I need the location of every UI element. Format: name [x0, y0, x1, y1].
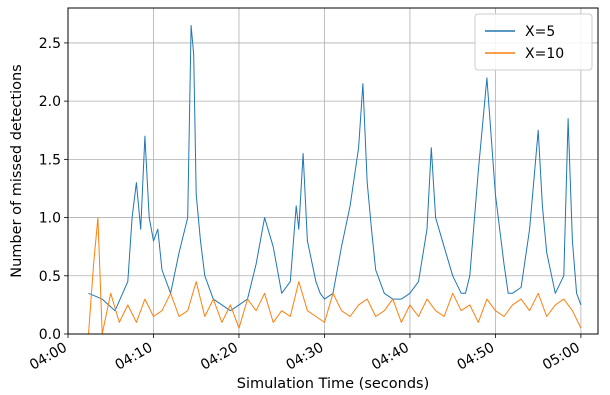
- y-axis-ticks: 0.0 0.5 1.0 1.5 2.0 2.5: [39, 36, 68, 343]
- x-tick-label: 04:30: [283, 340, 326, 374]
- plot-frame: [67, 7, 599, 335]
- x-tick-label: 05:00: [540, 340, 583, 374]
- series-lines: [88, 25, 582, 335]
- legend-entry: X=5: [525, 24, 555, 40]
- x-axis-ticks: 04:00 04:10 04:20 04:30 04:40 04:50 05:00: [27, 334, 583, 374]
- x-tick-label: 04:20: [198, 340, 241, 374]
- y-tick-label: 0.0: [39, 327, 61, 343]
- x-axis-label: Simulation Time (seconds): [237, 376, 430, 392]
- y-axis-label: Number of missed detections: [9, 64, 25, 277]
- x-tick-label: 04:00: [27, 340, 70, 374]
- y-tick-label: 2.0: [39, 94, 61, 110]
- x-tick-label: 04:10: [113, 340, 156, 374]
- legend-box: [474, 13, 593, 71]
- y-tick-label: 0.5: [39, 269, 61, 285]
- y-tick-label: 1.5: [39, 152, 61, 168]
- series-line-X=5: [88, 25, 582, 312]
- x-tick-label: 04:40: [369, 340, 412, 374]
- y-tick-label: 1.0: [39, 211, 61, 227]
- series-line-X=10: [88, 217, 582, 335]
- x-tick-label: 04:50: [454, 340, 497, 374]
- legend: X=5 X=10: [474, 13, 593, 71]
- y-tick-label: 2.5: [39, 36, 61, 52]
- legend-entry: X=10: [525, 46, 564, 62]
